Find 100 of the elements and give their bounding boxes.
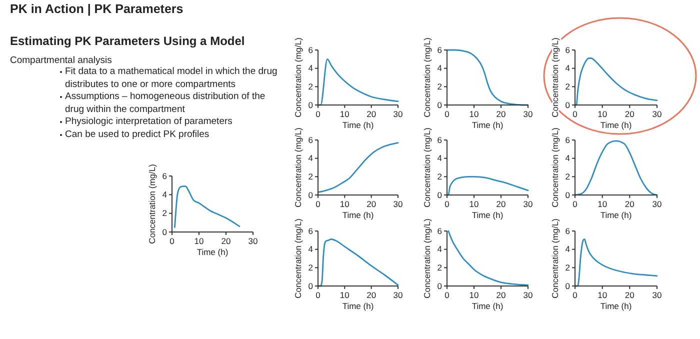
x-tick-label: 0 [316,290,321,300]
x-tick-label: 30 [652,109,662,119]
y-tick-label: 6 [437,226,442,236]
x-tick-label: 20 [624,109,635,119]
x-tick-label: 20 [366,290,376,300]
x-axis-title: Time (h) [342,210,374,220]
y-tick-label: 0 [437,280,442,291]
x-axis-title: Time (h) [472,120,504,130]
y-tick-label: 4 [437,244,442,254]
x-tick-label: 30 [523,290,533,300]
y-tick-label: 2 [308,262,314,272]
x-tick-label: 0 [316,199,321,209]
y-tick-label: 0 [565,100,570,110]
y-axis-title: Concentration (mg/L) [422,127,432,208]
y-tick-label: 4 [308,153,314,164]
text: PK in Action | PK Parameters [10,2,184,16]
y-tick-label: 0 [437,190,442,200]
y-tick-label: 6 [565,44,570,55]
y-tick-label: 6 [162,170,168,181]
x-tick-label: 30 [523,199,533,209]
x-tick-label: 30 [248,236,258,246]
y-tick-label: 0 [308,280,314,291]
y-tick-label: 4 [565,244,570,254]
x-tick-label: 20 [624,290,635,300]
x-tick-label: 30 [393,199,403,209]
x-tick-label: 30 [652,199,662,209]
y-axis-title: Concentration (mg/L) [550,37,560,118]
x-tick-label: 20 [496,290,506,300]
x-tick-label: 10 [598,199,608,209]
x-axis-title: Time (h) [196,247,228,257]
x-axis-title: Time (h) [342,301,374,311]
y-tick-label: 6 [308,226,314,236]
x-tick-label: 10 [340,109,350,119]
y-tick-label: 2 [437,262,442,272]
y-tick-label: 0 [437,100,442,110]
text: Physiologic interpretation of parameters [64,116,234,128]
y-axis-title: Concentration (mg/L) [422,37,432,118]
x-tick-label: 20 [366,199,376,209]
x-tick-label: 20 [221,236,231,246]
x-tick-label: 10 [598,290,608,300]
x-tick-label: 30 [393,109,403,119]
text: Compartmental analysis [10,55,112,66]
text: Fit data to a mathematical model in which the drug distributes to one or more compartments [64,66,278,91]
x-axis-title: Time (h) [600,120,632,130]
x-tick-label: 30 [393,290,403,300]
y-tick-label: 0 [565,190,570,200]
y-axis-title: Concentration (mg/L) [293,127,303,208]
x-axis-title: Time (h) [472,301,504,311]
text: Can be used to predict PK profiles [64,128,210,141]
line-series [446,49,529,106]
y-tick-label: 0 [162,226,168,237]
x-tick-label: 0 [170,236,175,246]
y-axis-title: Concentration (mg/L) [422,218,432,298]
line-series [448,230,529,286]
x-axis-title: Time (h) [600,210,632,220]
y-axis-title: Concentration (mg/L) [293,37,303,118]
line-series [174,186,240,228]
x-tick-label: 30 [652,290,662,300]
y-tick-label: 2 [565,171,570,182]
y-tick-label: 4 [565,63,570,74]
x-tick-label: 0 [316,109,321,119]
y-tick-label: 6 [437,44,442,55]
x-tick-label: 20 [496,109,506,119]
x-tick-label: 10 [469,199,479,209]
y-tick-label: 2 [565,81,570,92]
text: Estimating PK Parameters Using a Model [10,34,245,48]
y-axis-title: Concentration (mg/L) [147,164,157,244]
y-tick-label: 6 [437,134,442,145]
y-tick-label: 2 [437,81,442,92]
y-tick-label: 2 [565,262,570,272]
y-tick-label: 4 [162,189,168,200]
y-tick-label: 0 [308,100,314,110]
line-series [574,140,658,196]
y-tick-label: 4 [565,153,570,164]
x-tick-label: 10 [469,109,479,119]
y-tick-label: 4 [308,244,314,254]
x-tick-label: 20 [366,109,376,119]
x-tick-label: 10 [598,109,608,119]
line-series [317,142,399,193]
x-tick-label: 10 [194,236,204,246]
x-tick-label: 0 [444,290,450,300]
x-tick-label: 0 [572,109,578,119]
y-tick-label: 0 [308,190,314,200]
x-axis-title: Time (h) [342,120,374,130]
x-tick-label: 0 [572,199,578,209]
y-tick-label: 4 [437,153,442,164]
y-tick-label: 6 [308,44,314,55]
x-tick-label: 0 [444,199,450,209]
text: Assumptions – homogeneous distribution of the drug within the compartment [64,91,266,116]
y-axis-title: Concentration (mg/L) [550,218,560,298]
y-tick-label: 2 [308,171,314,182]
y-tick-label: 4 [308,63,314,74]
y-tick-label: 6 [308,134,314,145]
x-tick-label: 20 [624,199,635,209]
y-axis-title: Concentration (mg/L) [293,218,303,298]
y-tick-label: 2 [437,171,442,182]
y-tick-label: 6 [565,134,570,145]
x-tick-label: 0 [572,290,578,300]
y-tick-label: 6 [565,226,570,236]
x-tick-label: 10 [340,199,350,209]
